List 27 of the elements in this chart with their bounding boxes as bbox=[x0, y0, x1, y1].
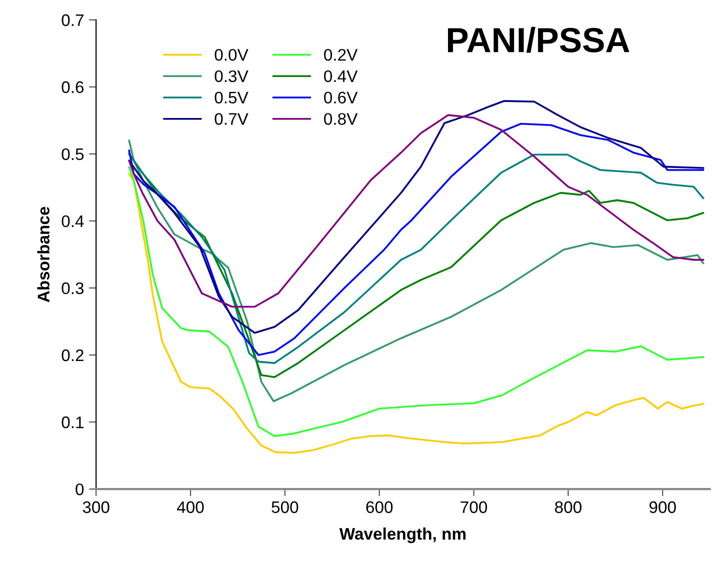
y-axis-title: Absorbance bbox=[37, 206, 50, 302]
x-tick-label: 700 bbox=[460, 501, 488, 514]
y-tick-label: 0.6 bbox=[62, 81, 84, 94]
y-tick-label: 0.3 bbox=[62, 282, 84, 294]
legend-label: 0.0V bbox=[214, 48, 248, 61]
x-tick-label: 500 bbox=[272, 501, 298, 514]
legend-label: 0.7V bbox=[214, 113, 248, 125]
x-tick-label: 800 bbox=[555, 501, 582, 514]
legend-label: 0.4V bbox=[324, 70, 358, 82]
chart-title: PANI/PSSA bbox=[448, 26, 630, 53]
legend-label: 0.6V bbox=[324, 92, 358, 104]
x-tick-label: 300 bbox=[82, 501, 110, 514]
x-tick-label: 600 bbox=[366, 501, 393, 514]
y-tick-label: 0.1 bbox=[62, 416, 84, 428]
legend-label: 0.2V bbox=[324, 48, 358, 61]
legend-label: 0.5V bbox=[214, 92, 248, 104]
y-tick-label: 0.4 bbox=[62, 215, 84, 228]
x-axis-title: Wavelength, nm bbox=[339, 528, 466, 544]
line-series bbox=[128, 114, 704, 308]
x-tick-label: 400 bbox=[176, 501, 204, 514]
y-tick-label: 0.5 bbox=[62, 148, 84, 160]
y-tick-label: 0.2 bbox=[62, 349, 84, 362]
legend-label: 0.3V bbox=[214, 70, 248, 82]
y-tick-label: 0.7 bbox=[62, 14, 84, 26]
y-tick-label: 0 bbox=[76, 483, 84, 496]
x-tick-label: 900 bbox=[649, 501, 676, 514]
legend-label: 0.8V bbox=[324, 113, 358, 125]
